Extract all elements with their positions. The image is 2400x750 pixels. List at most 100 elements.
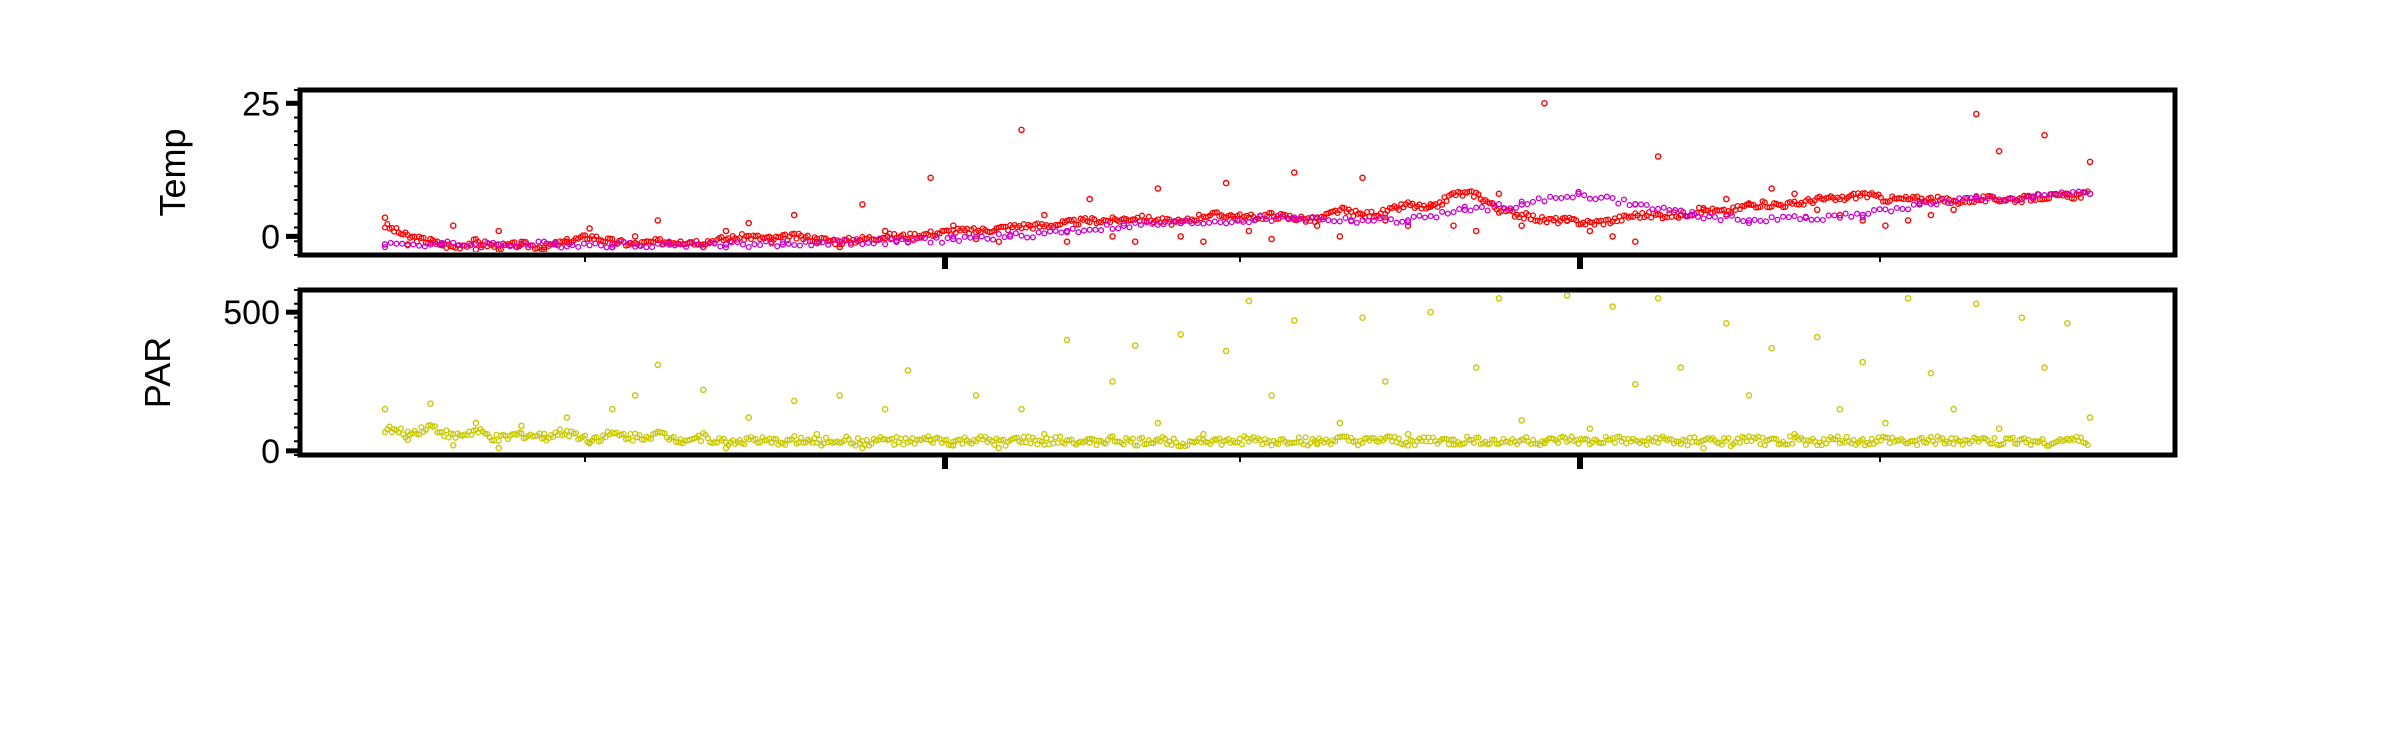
par-series-0-trend-point — [1909, 437, 1916, 445]
temp-series-0-trend-point — [738, 230, 745, 238]
temp-series-1-point — [1575, 190, 1582, 198]
par-y-tick-label-1: 500 — [223, 294, 280, 332]
temp-series-1-trend-point — [739, 241, 747, 248]
par-series-0-trend-point — [782, 441, 789, 448]
temp-series-1-trend-point — [1228, 219, 1235, 226]
temp-series-1-trend-point — [1853, 210, 1861, 217]
par-series-0-trend-point — [902, 435, 909, 442]
par-series-0-trend-point — [697, 438, 705, 445]
par-series-0-trend-point — [582, 432, 589, 439]
par-series-0-point — [495, 444, 503, 452]
temp-series-1-trend-point — [427, 241, 434, 248]
temp-series-1-point — [1234, 217, 1241, 224]
temp-series-1-trend-point — [472, 240, 479, 247]
temp-series-0-trend-point — [1073, 221, 1080, 228]
temp-series-0-point — [449, 222, 457, 229]
temp-series-1-trend-point — [1365, 217, 1372, 224]
temp-series-1-trend-point — [1103, 221, 1110, 228]
par-panel: 0 500 PAR — [137, 287, 2178, 471]
par-series-0-point — [1768, 344, 1775, 352]
temp-series-1-trend-point — [1035, 229, 1042, 236]
temp-series-1-trend-point — [421, 243, 428, 250]
par-series-0-point — [950, 441, 957, 449]
temp-series-1-trend-point — [609, 244, 616, 251]
temp-series-1-trend-point — [1302, 216, 1309, 223]
temp-series-1-trend-point — [882, 241, 889, 248]
par-series-0-trend-point — [1148, 440, 1155, 447]
par-series-0-point — [1427, 308, 1434, 316]
temp-series-0-trend-point — [1905, 196, 1912, 203]
temp-series-0-point — [381, 214, 389, 221]
temp-series-1-trend-point — [961, 233, 968, 240]
par-series-0-trend-point — [1275, 441, 1282, 448]
temp-series-1-trend-point — [2047, 191, 2054, 198]
par-series-0-point — [1131, 342, 1139, 349]
temp-series-1-trend-point — [603, 244, 610, 251]
par-series-0-point — [1586, 425, 1594, 433]
par-series-0-point — [972, 392, 980, 399]
temp-series-1-trend-point — [950, 233, 957, 240]
temp-series-0-point — [1518, 222, 1525, 229]
temp-series-1-trend-point — [1933, 201, 1940, 208]
temp-series-1-trend-point — [2001, 196, 2008, 204]
temp-series-1-trend-point — [1206, 219, 1213, 226]
par-series-0-trend-point — [1475, 434, 1482, 441]
par-series-0-trend-point — [1789, 440, 1796, 447]
temp-series-1-trend-point — [1552, 194, 1559, 202]
par-series-0-point — [1995, 425, 2003, 433]
temp-series-0-point — [1291, 169, 1298, 176]
temp-series-0-point — [631, 233, 639, 240]
temp-series-1-point — [779, 241, 787, 248]
temp-series-1-trend-point — [1512, 204, 1520, 211]
temp-series-0-point — [1950, 206, 1957, 214]
temp-series-0-point — [1222, 179, 1230, 187]
par-series-0-trend-point — [852, 442, 859, 449]
temp-series-0-point — [1063, 238, 1071, 245]
temp-series-1-trend-point — [1564, 193, 1571, 200]
par-series-0-trend-point — [1782, 441, 1789, 448]
temp-series-0-point — [1154, 185, 1162, 192]
par-series-0-point — [518, 422, 525, 430]
par-series-0-point — [813, 430, 821, 438]
temp-series-1-trend-point — [433, 241, 440, 248]
temp-series-0-trend-point — [384, 220, 391, 228]
temp-series-0-trend-point — [727, 238, 734, 245]
par-series-0-trend-point — [1643, 441, 1650, 448]
temp-series-0-trend-point — [2077, 194, 2084, 201]
par-series-0-point — [563, 414, 571, 421]
par-series-0-trend-point — [1384, 433, 1391, 440]
par-series-0-trend-point — [597, 437, 605, 444]
temp-series-0-trend-point — [420, 234, 427, 241]
par-series-0-trend-point — [1554, 439, 1562, 447]
temp-series-1-trend-point — [1353, 219, 1360, 226]
temp-series-0-trend-point — [1000, 223, 1007, 230]
par-series-0-trend-point — [1138, 434, 1146, 441]
temp-series-1-trend-point — [1990, 194, 1997, 201]
temp-series-1-trend-point — [1978, 196, 1986, 203]
par-series-0-trend-point — [959, 440, 966, 447]
temp-series-0-point — [1586, 227, 1594, 235]
temp-series-1-trend-point — [1711, 213, 1718, 221]
par-series-0-point — [1541, 439, 1548, 446]
temp-series-1-trend-point — [535, 238, 542, 245]
par-series-0-trend-point — [1759, 434, 1766, 441]
temp-series-1-point — [1063, 227, 1071, 235]
temp-series-1-trend-point — [484, 239, 491, 246]
temp-series-1-trend-point — [762, 238, 769, 245]
par-series-0-point — [1086, 439, 1093, 446]
temp-series-0-trend-point — [1927, 194, 1934, 201]
temp-series-0-point — [1268, 235, 1275, 243]
par-series-0-trend-point — [1341, 433, 1348, 440]
par-series-0-trend-point — [1168, 441, 1175, 449]
temp-series-1-trend-point — [1791, 213, 1798, 220]
temp-series-0-point — [1495, 190, 1503, 198]
temp-series-0-trend-point — [647, 238, 655, 245]
temp-series-1-trend-point — [1132, 219, 1139, 227]
temp-series-0-trend-point — [1075, 221, 1082, 228]
par-series-0-trend-point — [572, 430, 580, 437]
par-series-0-point — [1973, 300, 1980, 308]
par-series-0-trend-point — [1859, 436, 1866, 443]
temp-series-0-trend-point — [579, 232, 586, 239]
temp-series-0-trend-point — [1395, 206, 1402, 213]
temp-series-1-trend-point — [1706, 213, 1713, 220]
